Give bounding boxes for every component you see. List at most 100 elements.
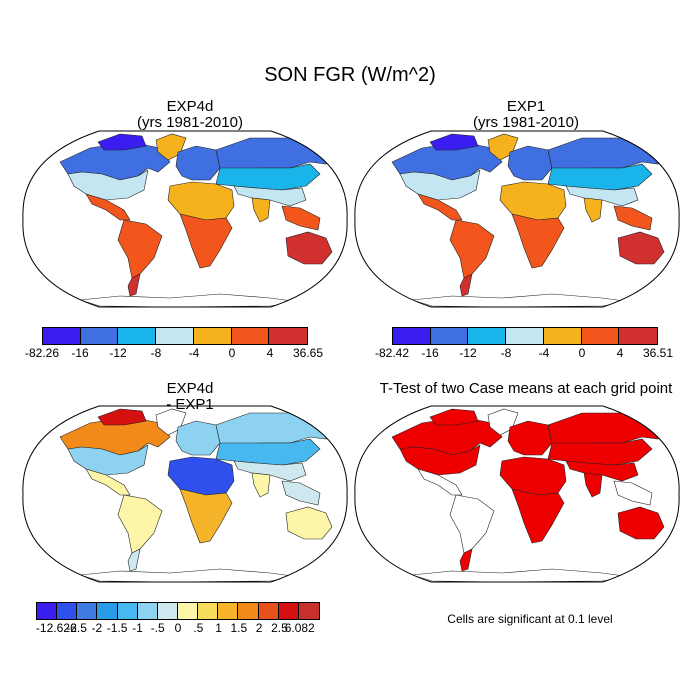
colorbar-swatch — [156, 328, 194, 344]
panel-title-exp4d: EXP4d (yrs 1981-2010) — [40, 99, 340, 131]
region-arctic-islands — [97, 408, 147, 426]
panel-title-diff-line1: EXP4d — [166, 380, 214, 397]
region-south-america-tip — [459, 548, 473, 572]
colorbar-swatch — [430, 328, 469, 344]
panel-title-diff-line2: - EXP1 — [166, 396, 214, 413]
colorbar-diff-labels: -12.626 -2.5 -2 -1.5 -1 -.5 0 .5 1 1.5 2 2.5 6.082 — [36, 621, 320, 637]
region-asia-north — [547, 137, 671, 171]
colorbar-tick-label: 4 — [266, 346, 274, 360]
colorbar-swatch — [619, 328, 657, 344]
colorbar-tick-label: 1 — [215, 621, 222, 635]
colorbar-tick-label: -8 — [500, 346, 512, 360]
panel-title-exp1-line1: EXP1 — [506, 98, 546, 115]
region-us — [399, 444, 481, 476]
map-outline — [354, 130, 680, 308]
panel-title-diff: EXP4d - EXP1 — [40, 381, 340, 413]
region-asia-south — [233, 185, 307, 207]
panel-title-ttest: T-Test of two Case means at each grid po… — [356, 381, 696, 397]
colorbar-tick-label: 0 — [228, 346, 236, 360]
colorbar-tick-label: -2 — [91, 621, 103, 635]
panel-title-exp4d-line2: (yrs 1981-2010) — [137, 114, 243, 131]
region-asia-south — [565, 460, 639, 482]
region-se-asia — [281, 205, 321, 231]
region-south-america — [117, 494, 163, 554]
colorbar-swatch — [218, 603, 239, 619]
significance-note: Cells are significant at 0.1 level — [447, 612, 613, 626]
colorbar-swatch — [231, 328, 270, 344]
colorbar-tick-label: -12 — [459, 346, 477, 360]
region-us — [67, 444, 149, 476]
map-outline — [22, 405, 348, 583]
colorbar-tick-label: 4 — [616, 346, 624, 360]
colorbar-tick-label: 1.5 — [230, 621, 248, 635]
region-india — [251, 472, 271, 498]
region-australia — [617, 231, 665, 265]
region-antarctica — [411, 568, 633, 582]
colorbar-tick-label: -.5 — [150, 621, 165, 635]
region-africa-north — [167, 456, 235, 496]
colorbar-tick-label: .5 — [193, 621, 204, 635]
colorbar-swatch — [137, 603, 158, 619]
region-europe — [507, 420, 553, 456]
region-asia-north — [547, 412, 671, 446]
region-antarctica — [79, 568, 301, 582]
region-se-asia — [613, 480, 653, 506]
colorbar-diff — [36, 602, 320, 620]
colorbar-swatch — [393, 328, 431, 344]
region-australia — [285, 506, 333, 540]
region-se-asia — [281, 480, 321, 506]
colorbar-swatch — [238, 603, 259, 619]
colorbar-swatch — [57, 603, 78, 619]
region-africa-south — [179, 488, 233, 544]
colorbar-exp4d-labels: -82.26 -16 -12 -8 -4 0 4 36.65 — [25, 346, 323, 362]
colorbar-swatch — [118, 328, 157, 344]
colorbar-swatch — [269, 328, 307, 344]
region-europe — [175, 145, 221, 181]
region-india — [251, 197, 271, 223]
colorbar-tick-label: 6.082 — [284, 621, 315, 635]
panel-title-ttest-line1: T-Test of two Case means at each grid po… — [379, 380, 673, 397]
region-us — [399, 169, 481, 201]
map-outline — [22, 130, 348, 308]
colorbar-swatch — [543, 328, 582, 344]
colorbar-tick-label: -16 — [421, 346, 439, 360]
region-europe — [175, 420, 221, 456]
region-arctic-islands — [97, 133, 147, 151]
region-africa-south — [511, 213, 565, 269]
region-antarctica — [79, 293, 301, 307]
colorbar-tick-label: -12 — [109, 346, 127, 360]
colorbar-swatch — [117, 603, 138, 619]
region-asia-south — [565, 185, 639, 207]
region-australia — [617, 506, 665, 540]
colorbar-tick-label: 2.5 — [271, 621, 288, 635]
region-se-asia — [613, 205, 653, 231]
colorbar-tick-label: 0 — [578, 346, 586, 360]
region-arctic-islands — [429, 408, 479, 426]
region-africa-south — [511, 488, 565, 544]
region-asia-north — [215, 412, 339, 446]
colorbar-exp4d — [42, 327, 308, 345]
colorbar-swatch — [77, 603, 98, 619]
region-asia-south — [233, 460, 307, 482]
colorbar-tick-label: -1 — [132, 621, 143, 635]
region-us — [67, 169, 149, 201]
panel-title-exp4d-line1: EXP4d — [166, 98, 214, 115]
colorbar-tick-label: 36.65 — [292, 346, 324, 360]
colorbar-tick-label: -16 — [71, 346, 89, 360]
region-africa-north — [499, 456, 567, 496]
colorbar-swatch — [97, 603, 118, 619]
colorbar-tick-label: 2 — [255, 621, 263, 635]
region-asia-central — [547, 438, 653, 466]
colorbar-swatch — [258, 603, 279, 619]
colorbar-tick-label: -82.26 — [24, 346, 60, 360]
colorbar-swatch — [468, 328, 507, 344]
colorbar-swatch — [193, 328, 232, 344]
region-south-america-tip — [127, 548, 141, 572]
map-outline — [354, 405, 680, 583]
colorbar-swatch — [298, 603, 319, 619]
colorbar-swatch — [581, 328, 620, 344]
map-panel-diff — [22, 405, 348, 583]
colorbar-swatch — [198, 603, 219, 619]
map-panel-exp1 — [354, 130, 680, 308]
colorbar-swatch — [278, 603, 299, 619]
